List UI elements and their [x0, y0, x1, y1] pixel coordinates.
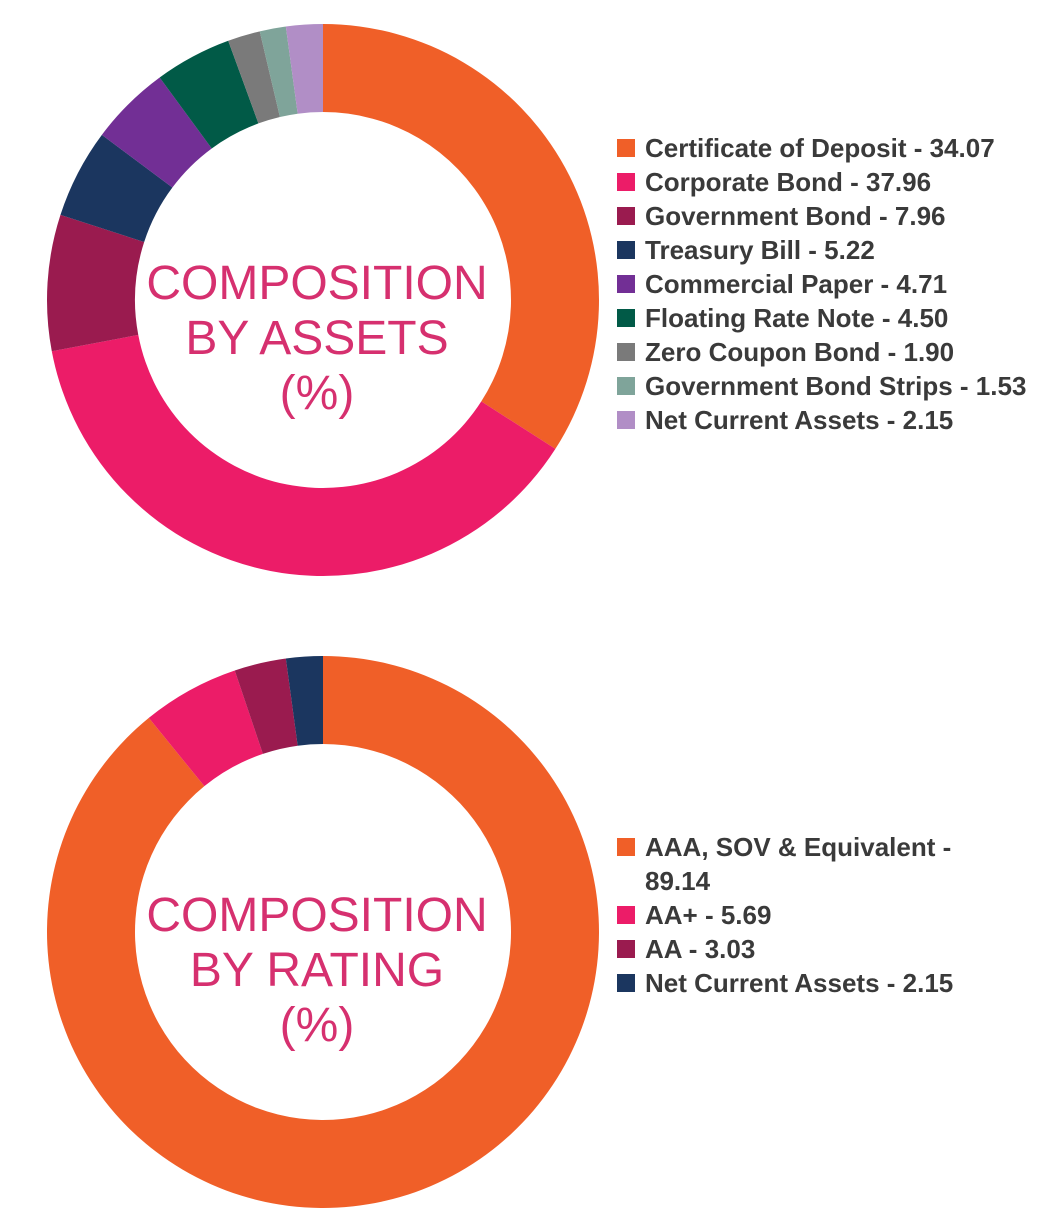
legend-item: Zero Coupon Bond - 1.90	[617, 335, 1026, 369]
legend-swatch	[617, 906, 635, 924]
legend-swatch	[617, 275, 635, 293]
legend-label: Commercial Paper - 4.71	[645, 269, 948, 299]
assets-center-line-1: COMPOSITION	[146, 257, 487, 310]
donut-slice-0-5	[159, 40, 259, 149]
donut-slice-0-8	[285, 24, 323, 114]
rating-center-line-3: (%)	[280, 999, 355, 1052]
legend-label: Government Bond Strips - 1.53	[645, 371, 1027, 401]
legend-item: Government Bond Strips - 1.53	[617, 369, 1026, 403]
rating-donut-svg: COMPOSITION BY RATING (%)	[46, 656, 600, 1208]
rating-center-line-1: COMPOSITION	[146, 889, 487, 942]
legend-swatch	[617, 139, 635, 157]
legend-label: Corporate Bond - 37.96	[645, 167, 932, 197]
legend-swatch	[617, 377, 635, 395]
legend-label: Net Current Assets - 2.15	[645, 968, 954, 998]
legend-item: AA+ - 5.69	[617, 898, 985, 932]
legend-item: AAA, SOV & Equivalent - 89.14	[617, 830, 985, 898]
assets-donut-chart: COMPOSITION BY ASSETS (%)	[0, 0, 1056, 600]
legend-swatch	[617, 241, 635, 259]
donut-slice-0-1	[51, 334, 556, 577]
legend-label: Zero Coupon Bond - 1.90	[645, 337, 955, 367]
legend-item: Commercial Paper - 4.71	[617, 267, 1026, 301]
donut-slice-0-4	[101, 77, 212, 188]
donut-slice-1-3	[285, 656, 323, 746]
rating-legend: AAA, SOV & Equivalent - 89.14 AA+ - 5.69 A…	[617, 830, 985, 1000]
legend-swatch	[617, 940, 635, 958]
donut-slice-1-2	[234, 658, 298, 754]
rating-donut-chart: COMPOSITION BY RATING (%)	[0, 630, 1056, 1222]
legend-label: Certificate of Deposit - 34.07	[645, 133, 995, 163]
legend-item: Net Current Assets - 2.15	[617, 966, 985, 1000]
donut-slice-0-7	[259, 26, 298, 118]
donut-slice-0-2	[47, 214, 145, 352]
legend-label: AA - 3.03	[645, 934, 756, 964]
assets-legend: Certificate of Deposit - 34.07 Corporate …	[617, 131, 1026, 437]
legend-swatch	[617, 343, 635, 361]
legend-item: Government Bond - 7.96	[617, 199, 1026, 233]
assets-donut-svg: COMPOSITION BY ASSETS (%)	[47, 24, 600, 577]
donut-slice-1-1	[148, 670, 263, 787]
legend-label: Net Current Assets - 2.15	[645, 405, 954, 435]
rating-center-line-2: BY RATING	[190, 944, 444, 997]
donut-slice-0-0	[323, 24, 600, 449]
legend-item: Certificate of Deposit - 34.07	[617, 131, 1026, 165]
donut-slice-1-0	[46, 656, 600, 1208]
legend-item: AA - 3.03	[617, 932, 985, 966]
legend-swatch	[617, 173, 635, 191]
legend-label: Treasury Bill - 5.22	[645, 235, 875, 265]
assets-center-line-3: (%)	[280, 367, 355, 420]
legend-swatch	[617, 838, 635, 856]
donut-slice-0-3	[60, 134, 173, 243]
legend-swatch	[617, 309, 635, 327]
donut-slice-0-6	[228, 31, 280, 124]
legend-item: Corporate Bond - 37.96	[617, 165, 1026, 199]
legend-label: Government Bond - 7.96	[645, 201, 946, 231]
legend-swatch	[617, 207, 635, 225]
legend-label: AA+ - 5.69	[645, 900, 772, 930]
assets-center-line-2: BY ASSETS	[185, 312, 448, 365]
legend-swatch	[617, 411, 635, 429]
legend-item: Net Current Assets - 2.15	[617, 403, 1026, 437]
legend-item: Treasury Bill - 5.22	[617, 233, 1026, 267]
legend-item: Floating Rate Note - 4.50	[617, 301, 1026, 335]
legend-swatch	[617, 974, 635, 992]
legend-label: Floating Rate Note - 4.50	[645, 303, 949, 333]
legend-label: AAA, SOV & Equivalent - 89.14	[645, 832, 952, 896]
